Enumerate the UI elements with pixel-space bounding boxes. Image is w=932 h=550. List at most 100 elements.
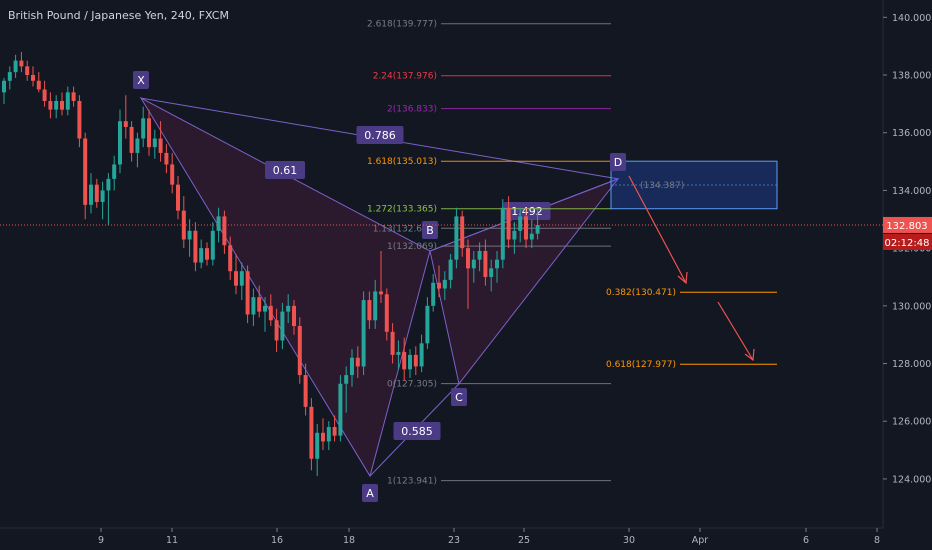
candle-body xyxy=(100,190,105,202)
fib-level-label: 1(123.941) xyxy=(387,477,437,487)
pattern-point-label: X xyxy=(137,74,145,87)
time-tick-label: 11 xyxy=(166,535,178,546)
axes-layer xyxy=(0,0,884,529)
time-tick-label: 30 xyxy=(623,535,635,546)
fib-level-label: 1(132.069) xyxy=(387,242,437,252)
ratio-label-box xyxy=(265,161,305,179)
time-tick-label: 6 xyxy=(803,535,809,546)
price-tick-label: 140.000 xyxy=(892,13,931,24)
ratio-label-box xyxy=(356,126,404,144)
candle-body xyxy=(216,216,221,231)
candle-body xyxy=(210,230,215,260)
candle-body xyxy=(187,230,192,240)
overlay-layer[interactable]: X A B C D xyxy=(133,71,755,502)
candle-body xyxy=(245,271,250,315)
candle-body xyxy=(141,118,146,139)
pattern-xab-triangle xyxy=(139,96,431,478)
fib-level-label: 0(127.305) xyxy=(387,380,437,390)
candle-body xyxy=(326,427,331,442)
candle-body xyxy=(123,121,128,127)
time-scale[interactable]: 9 11 16 18 23 25 30 Apr 6 8 xyxy=(98,528,880,546)
candle-body xyxy=(89,184,93,205)
price-tick-label: 128.000 xyxy=(892,359,931,370)
candle-body xyxy=(321,432,325,442)
candle-body xyxy=(280,311,285,341)
candle-body xyxy=(112,164,117,179)
projection-arrowhead-1 xyxy=(677,271,688,285)
candle-body xyxy=(118,121,122,165)
price-tick-label: 130.000 xyxy=(892,301,931,312)
fib-level-label: 2(136.833) xyxy=(387,105,437,115)
time-tick-label: 9 xyxy=(98,535,104,546)
candle-body xyxy=(268,305,273,321)
pattern-point-label: A xyxy=(366,487,374,500)
candle-body xyxy=(176,184,180,211)
ratio-label: 0.786 xyxy=(364,129,396,142)
pattern-point-box xyxy=(422,221,438,239)
candle-body xyxy=(36,80,41,90)
time-tick-label: Apr xyxy=(692,535,709,546)
candle-body xyxy=(60,100,64,110)
candle-body xyxy=(413,354,418,367)
candle-body xyxy=(512,230,517,240)
ratio-label: 0.61 xyxy=(273,164,298,177)
target-label: 0.382(130.471) xyxy=(606,288,676,298)
last-price-value: 132.803 xyxy=(886,221,927,232)
candle-body xyxy=(350,357,354,376)
candle-body xyxy=(147,118,151,148)
fib-level-label: 2.24(137.976) xyxy=(373,72,437,82)
candle-body xyxy=(19,60,24,67)
candle-body xyxy=(83,138,88,205)
candle-body xyxy=(13,60,18,73)
candle-body xyxy=(164,152,169,165)
candle-body xyxy=(408,354,412,370)
time-tick-label: 23 xyxy=(448,535,460,546)
countdown-value: 02:12:48 xyxy=(885,238,930,249)
price-tick-label: 136.000 xyxy=(892,128,931,139)
price-tick-label: 126.000 xyxy=(892,417,931,428)
fib-level-label: 2.618(139.777) xyxy=(367,20,437,30)
candle-body xyxy=(7,72,12,81)
pattern-point-label: C xyxy=(455,391,463,404)
last-price-tag: 132.803 02:12:48 xyxy=(0,216,932,250)
candle-body xyxy=(274,320,279,341)
candle-body xyxy=(419,343,424,367)
candle-body xyxy=(535,225,540,234)
pattern-point-box xyxy=(610,153,626,171)
candle-body xyxy=(234,271,238,286)
candle-body xyxy=(205,248,209,260)
candle-body xyxy=(54,100,59,110)
candle-body xyxy=(390,331,395,355)
candle-body xyxy=(239,271,244,286)
candle-body xyxy=(263,305,267,312)
ratio-label: 0.585 xyxy=(401,425,433,438)
candle-body xyxy=(332,427,337,436)
time-tick-label: 25 xyxy=(518,535,530,546)
fib-levels-layer[interactable]: 2.618(139.777) 2.24(137.976) 2(136.833) 1.6… xyxy=(367,20,778,487)
last-price-box xyxy=(883,216,932,233)
candle-body xyxy=(379,291,383,295)
candle-body xyxy=(222,216,227,246)
candle-body xyxy=(483,251,488,277)
target-label: 0.618(127.977) xyxy=(606,360,676,370)
candle-body xyxy=(402,352,407,370)
candle-body xyxy=(152,138,157,148)
candle-body xyxy=(42,89,47,101)
countdown-box xyxy=(883,233,932,250)
candle-body xyxy=(315,432,320,459)
time-tick-label: 8 xyxy=(874,535,880,546)
candle-body xyxy=(524,216,528,240)
price-tick-label: 124.000 xyxy=(892,474,931,485)
target-zone-mid-label: (134.387) xyxy=(640,181,684,191)
candle-body xyxy=(257,297,262,312)
pattern-point-box xyxy=(451,388,467,406)
projection-arrow-2 xyxy=(717,301,754,361)
pattern-point-box xyxy=(362,484,378,502)
time-tick-label: 16 xyxy=(271,535,283,546)
projection-arrowhead-2 xyxy=(744,348,755,362)
candle-body xyxy=(437,282,441,289)
candle-body xyxy=(2,80,6,93)
